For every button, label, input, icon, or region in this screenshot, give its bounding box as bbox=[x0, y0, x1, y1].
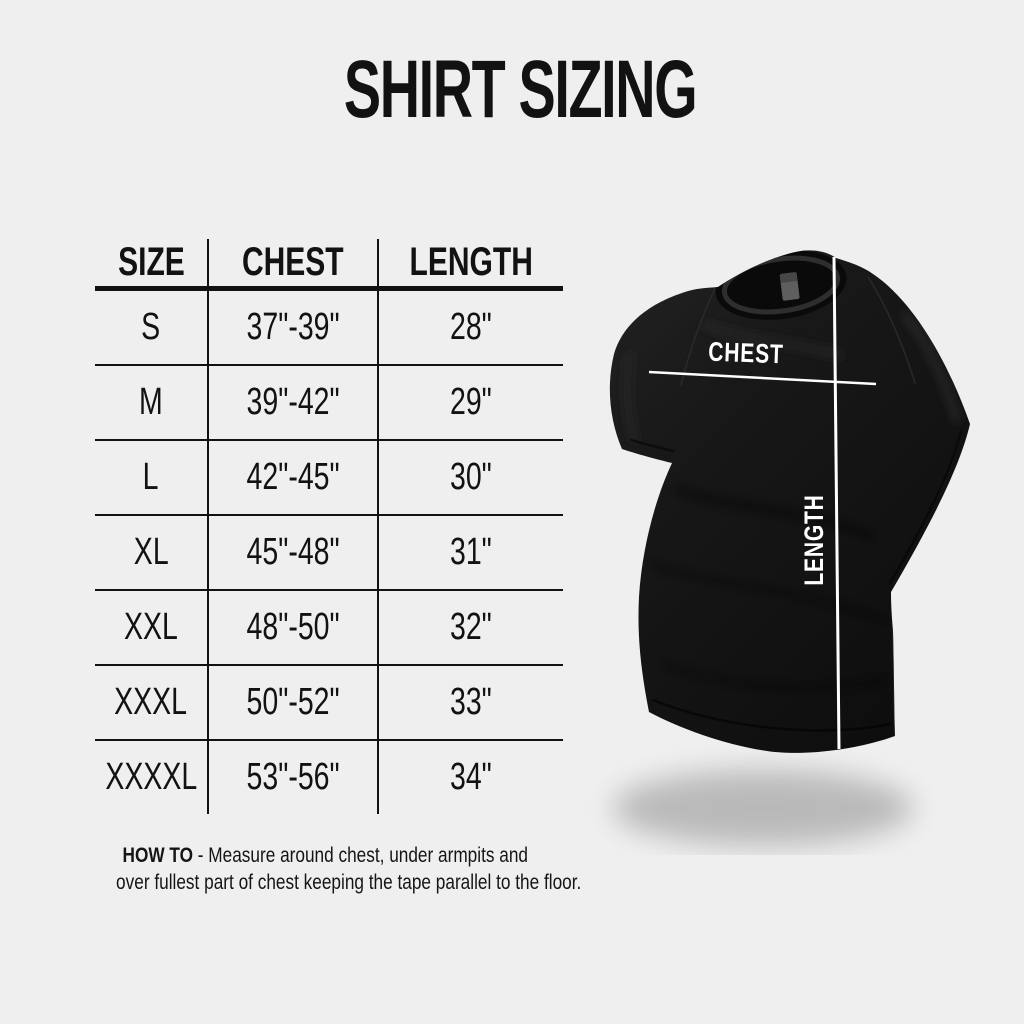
cell-chest: 50"-52" bbox=[209, 666, 379, 739]
cell-chest: 39"-42" bbox=[209, 366, 379, 439]
how-to-text-2: over fullest part of chest keeping the t… bbox=[116, 871, 582, 894]
page-title-text: SHIRT SIZING bbox=[343, 44, 698, 135]
cell-length: 29" bbox=[450, 381, 492, 423]
cell-chest: 48"-50" bbox=[209, 591, 379, 664]
cell-length: 32" bbox=[450, 606, 492, 648]
how-to-text-1: - Measure around chest, under armpits an… bbox=[192, 844, 528, 867]
cell-size: M bbox=[95, 366, 209, 439]
table-row: XL 45"-48" 31" bbox=[95, 514, 563, 589]
how-to-line-2: over fullest part of chest keeping the t… bbox=[65, 869, 585, 896]
cell-size: XXL bbox=[95, 591, 209, 664]
tshirt-illustration bbox=[609, 250, 970, 846]
table-row: L 42"-45" 30" bbox=[95, 439, 563, 514]
cell-size: XL bbox=[95, 516, 209, 589]
cell-size: S bbox=[95, 291, 209, 364]
cell-length: 33" bbox=[450, 681, 492, 723]
how-to-note: HOW TO - Measure around chest, under arm… bbox=[65, 842, 585, 896]
cell-chest: 53"-56" bbox=[209, 741, 379, 814]
size-table: SIZE CHEST LENGTH S 37"-39" 28" M 39"-42… bbox=[95, 239, 563, 814]
cell-size: L bbox=[95, 441, 209, 514]
table-row: XXL 48"-50" 32" bbox=[95, 589, 563, 664]
page-title: SHIRT SIZING bbox=[0, 44, 1024, 135]
header-size: SIZE bbox=[95, 239, 209, 286]
table-row: XXXL 50"-52" 33" bbox=[95, 664, 563, 739]
cell-length: 31" bbox=[450, 531, 492, 573]
cell-chest: 37"-39" bbox=[209, 291, 379, 364]
fabric-shading bbox=[624, 312, 960, 693]
shirt-shadow bbox=[613, 770, 913, 846]
length-measure-label: LENGTH bbox=[799, 494, 829, 586]
table-row: M 39"-42" 29" bbox=[95, 364, 563, 439]
length-measure-line bbox=[832, 256, 841, 750]
header-length: LENGTH bbox=[409, 240, 533, 284]
how-to-label: HOW TO bbox=[122, 844, 193, 867]
cell-length: 30" bbox=[450, 456, 492, 498]
tshirt-body bbox=[609, 250, 970, 753]
chest-measure-label: CHEST bbox=[707, 336, 785, 370]
cell-chest: 42"-45" bbox=[209, 441, 379, 514]
table-row: S 37"-39" 28" bbox=[95, 291, 563, 364]
how-to-line-1: HOW TO - Measure around chest, under arm… bbox=[65, 842, 585, 869]
cell-size: XXXXL bbox=[95, 741, 209, 814]
cell-chest: 45"-48" bbox=[209, 516, 379, 589]
cell-length: 28" bbox=[450, 306, 492, 348]
header-chest: CHEST bbox=[209, 239, 379, 286]
shirt-diagram: CHEST LENGTH bbox=[585, 235, 1024, 855]
collar-band-seam bbox=[721, 255, 841, 315]
cell-size: XXXL bbox=[95, 666, 209, 739]
table-row: XXXXL 53"-56" 34" bbox=[95, 739, 563, 814]
table-header-row: SIZE CHEST LENGTH bbox=[95, 239, 563, 291]
cell-length: 34" bbox=[450, 756, 492, 798]
chest-measure-line bbox=[648, 370, 877, 386]
